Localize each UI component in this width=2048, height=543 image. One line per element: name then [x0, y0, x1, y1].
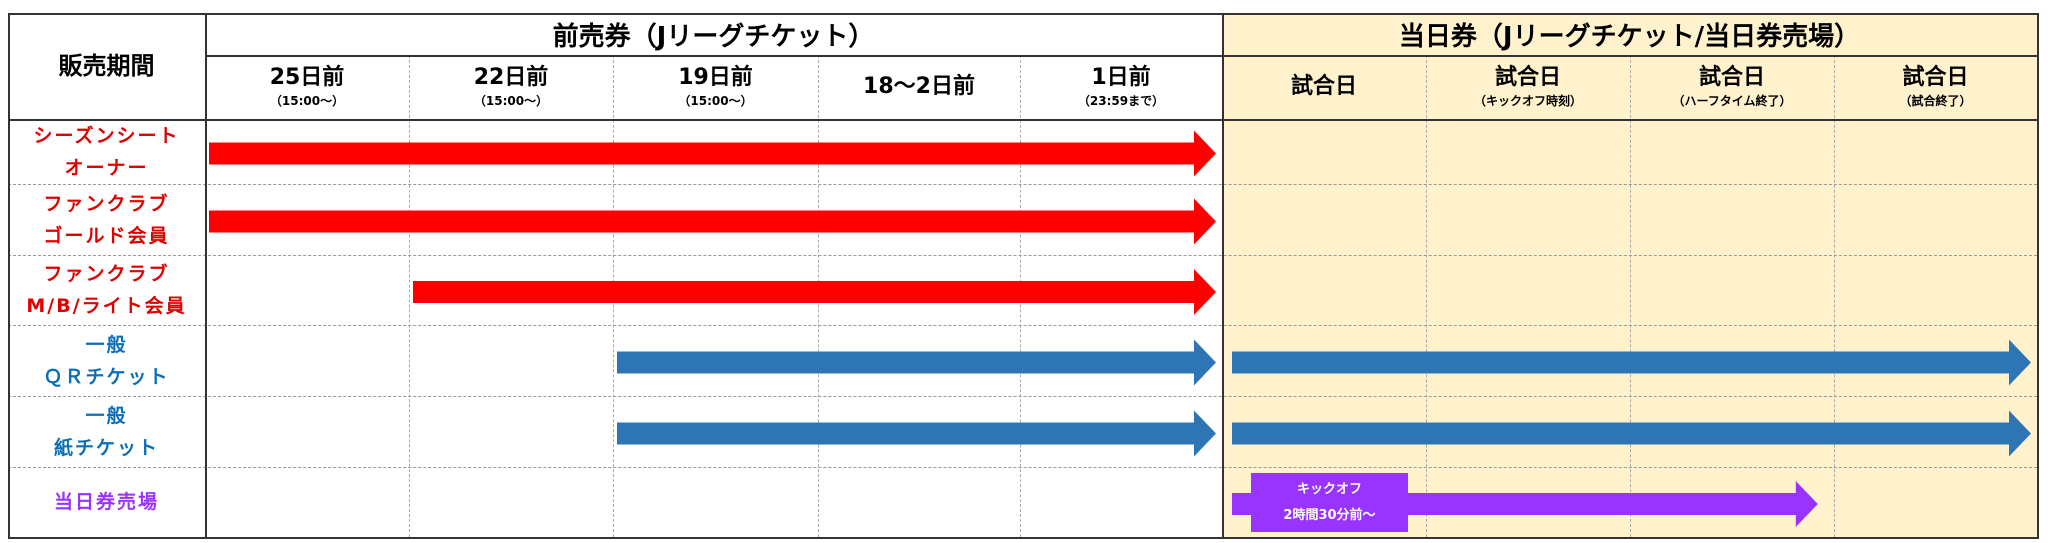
column-sub-label: （ハーフタイム終了）: [1672, 94, 1792, 108]
grid-vline: [1630, 55, 1631, 537]
border-top: [8, 13, 2037, 15]
column-header: 1日前 （23:59まで）: [1020, 55, 1222, 119]
row-label-line2: オーナー: [64, 156, 149, 179]
column-main-label: 18～2日前: [863, 74, 975, 99]
border-bottom: [8, 537, 2037, 539]
column-sub-label: （キックオフ時刻）: [1473, 94, 1582, 108]
row-label-line2: 紙チケット: [53, 436, 159, 459]
column-main-label: 25日前: [269, 65, 345, 90]
divider-header2: [8, 119, 2037, 121]
row-label-line2: M/B/ライト会員: [26, 295, 187, 317]
row-label-line1: 当日券売場: [53, 491, 159, 513]
column-header: 試合日: [1222, 55, 1426, 119]
column-sub-label: （23:59まで）: [1077, 94, 1165, 108]
row-label-cell: 当日券売場: [8, 467, 205, 537]
row-label-cell: ファンクラブ ゴールド会員: [8, 184, 205, 255]
period-arrow: [1232, 410, 2031, 457]
column-header: 試合日 （キックオフ時刻）: [1426, 55, 1630, 119]
row-label-cell: ファンクラブ M/B/ライト会員: [8, 255, 205, 325]
period-arrow: [1232, 339, 2031, 386]
grid-hline: [8, 255, 2037, 256]
row-label-line1: シーズンシート: [33, 124, 180, 147]
column-sub-label: （試合終了）: [1899, 94, 1972, 108]
column-sub-label: （15:00～）: [678, 94, 753, 108]
column-header: 25日前 （15:00～）: [205, 55, 409, 119]
column-header: 試合日 （ハーフタイム終了）: [1630, 55, 1834, 119]
callout-line2: 2時間30分前～: [1283, 507, 1376, 523]
column-main-label: 試合日: [1698, 65, 1765, 90]
period-arrow: [209, 198, 1216, 245]
divider-label: [205, 13, 207, 537]
row-label-line1: 一般: [85, 404, 128, 427]
sameday-group-header: 当日券（Jリーグチケット/当日券売場）: [1222, 13, 2037, 55]
border-right: [2037, 13, 2039, 539]
row-label-cell: シーズンシート オーナー: [8, 119, 205, 184]
period-arrow: [617, 410, 1216, 457]
period-arrow: [209, 130, 1216, 177]
row-label-cell: 一般 ＱＲチケット: [8, 325, 205, 396]
row-label-line1: 一般: [85, 333, 128, 356]
row-label-line1: ファンクラブ: [43, 192, 170, 215]
column-main-label: 19日前: [678, 65, 753, 90]
row-label-cell: 一般 紙チケット: [8, 396, 205, 467]
advance-group-label: 前売券（Jリーグチケット）: [552, 21, 875, 52]
column-header: 試合日 （試合終了）: [1834, 55, 2037, 119]
grid-vline: [1426, 55, 1427, 537]
grid-hline: [8, 467, 2037, 468]
column-main-label: 1日前: [1091, 65, 1151, 90]
row-label-line2: ゴールド会員: [43, 224, 170, 247]
grid-hline: [8, 325, 2037, 326]
column-main-label: 22日前: [473, 65, 549, 90]
border-left: [8, 13, 10, 537]
period-arrow: [413, 269, 1216, 315]
period-arrow: [617, 339, 1216, 386]
row-label-line2: ＱＲチケット: [43, 365, 170, 388]
corner-cell: 販売期間: [8, 13, 205, 119]
callout-line1: キックオフ: [1296, 481, 1362, 497]
grid-hline: [8, 184, 2037, 185]
column-header: 19日前 （15:00～）: [613, 55, 818, 119]
divider-header1: [205, 55, 2037, 57]
advance-group-header: 前売券（Jリーグチケット）: [205, 13, 1222, 55]
sameday-area: [1222, 13, 2037, 537]
column-sub-label: （15:00～）: [473, 94, 549, 108]
grid-hline: [8, 396, 2037, 397]
sameday-group-label: 当日券（Jリーグチケット/当日券売場）: [1398, 21, 1861, 52]
column-header: 22日前 （15:00～）: [409, 55, 613, 119]
kickoff-callout: キックオフ 2時間30分前～: [1251, 473, 1408, 532]
grid-vline: [1834, 55, 1835, 537]
column-main-label: 試合日: [1494, 65, 1561, 90]
corner-label: 販売期間: [58, 52, 155, 80]
divider-sameday: [1222, 13, 1224, 537]
column-main-label: 試合日: [1902, 65, 1969, 90]
grid-vline: [409, 55, 410, 537]
column-header: 18～2日前: [818, 55, 1020, 119]
period-arrow: [1232, 481, 1818, 527]
column-main-label: 試合日: [1290, 74, 1357, 99]
row-label-line1: ファンクラブ: [43, 263, 170, 285]
column-sub-label: （15:00～）: [269, 94, 345, 108]
